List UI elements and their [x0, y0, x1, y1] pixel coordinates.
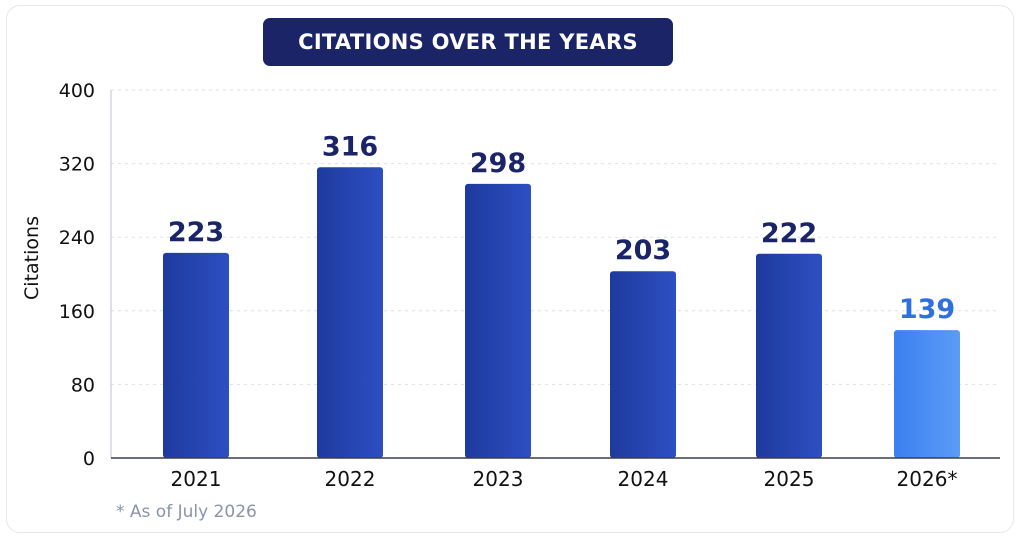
value-label: 203: [615, 235, 671, 266]
bars: [163, 167, 960, 458]
bar-2025: [756, 253, 822, 458]
y-tick-label: 160: [59, 301, 95, 323]
y-tick-label: 400: [59, 80, 95, 102]
x-tick-label: 2023: [473, 467, 524, 491]
y-tick-label: 320: [59, 154, 95, 176]
value-label: 298: [470, 148, 526, 179]
value-label: 139: [899, 294, 955, 325]
y-axis-label: Citations: [21, 216, 43, 300]
value-labels: 223 316 298 203 222 139: [168, 131, 955, 325]
y-tick-label: 240: [59, 227, 95, 249]
x-tick-label: 2024: [618, 467, 669, 491]
bar-2024: [610, 271, 676, 458]
y-tick-label: 0: [83, 448, 95, 470]
x-tick-label: 2025: [764, 467, 815, 491]
x-tick-label: 2026*: [897, 467, 958, 491]
value-label: 316: [322, 131, 378, 162]
x-tick-label: 2021: [171, 467, 222, 491]
bar-2026: [894, 330, 960, 458]
bar-2022: [317, 167, 383, 458]
gridlines: [111, 89, 1000, 385]
x-tick-label: 2022: [325, 467, 376, 491]
value-label: 223: [168, 217, 224, 248]
x-axis-ticks: 2021 2022 2023 2024 2025 2026*: [171, 467, 958, 491]
y-axis-ticks: 0 80 160 240 320 400: [59, 80, 95, 470]
y-tick-label: 80: [71, 374, 95, 396]
bar-2023: [465, 183, 531, 458]
value-label: 222: [761, 218, 817, 249]
footnote: * As of July 2026: [116, 502, 257, 522]
chart-title: CITATIONS OVER THE YEARS: [263, 18, 673, 66]
bar-2021: [163, 252, 229, 458]
